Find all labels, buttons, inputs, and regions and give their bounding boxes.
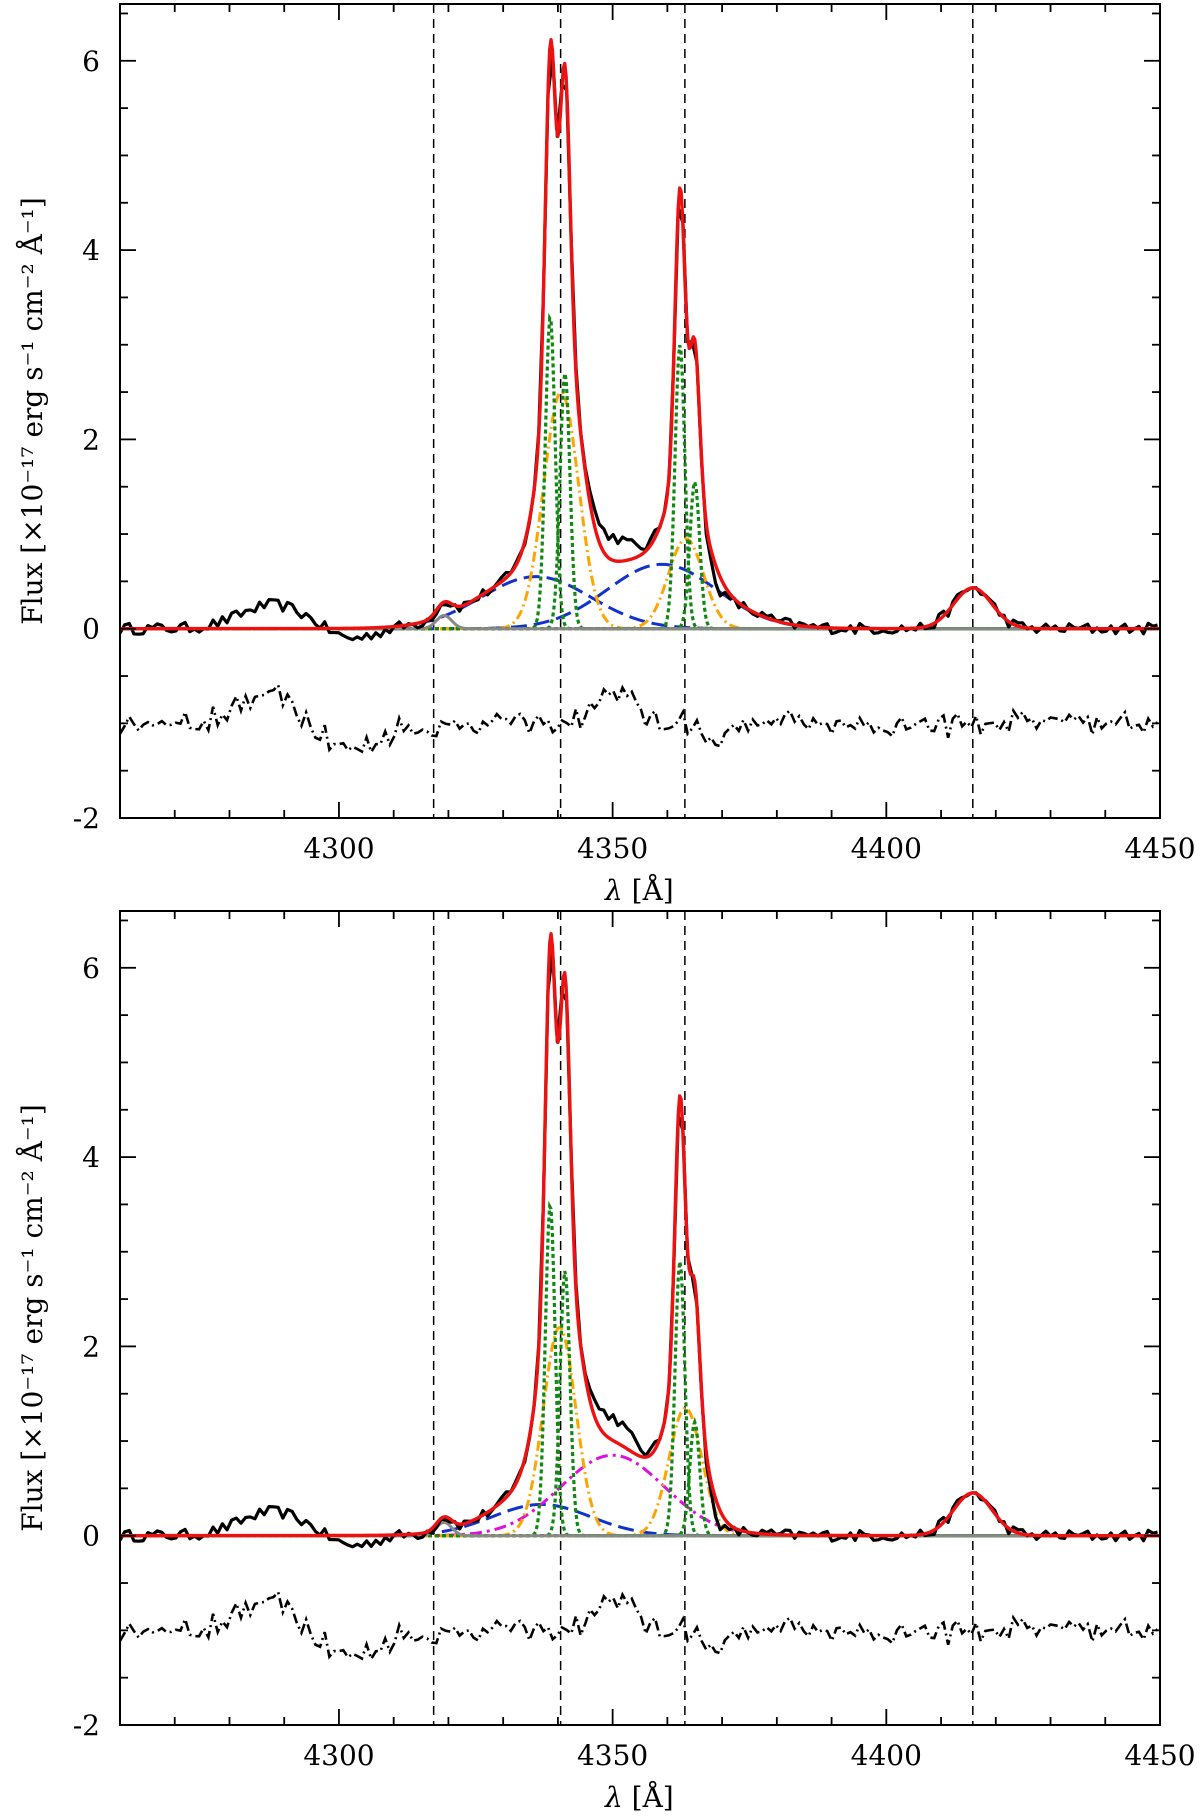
y-tick-label: 6	[82, 952, 100, 985]
x-axis-unit: [Å]	[632, 1781, 674, 1814]
y-tick-label: 0	[82, 613, 100, 646]
narrow-component	[120, 1200, 1160, 1538]
top-panel: 4300 4350 4400 4450 -2 0 2 4 6 λ [Å] Flux [×10⁻¹⁷ …	[16, 3, 1196, 907]
narrow-component	[120, 1261, 1160, 1538]
y-tick-label: 4	[82, 1141, 100, 1174]
narrow-component	[120, 1416, 1160, 1538]
total-fit	[120, 37, 1160, 631]
observed-spectrum	[120, 54, 1158, 642]
y-tick-label: 0	[82, 1520, 100, 1553]
intermediate-component	[120, 1325, 1160, 1538]
x-tick-label: 4300	[303, 1739, 374, 1772]
y-tick-label: 2	[82, 423, 100, 456]
x-tick-label: 4450	[1124, 832, 1195, 865]
narrow-component	[120, 312, 1160, 631]
narrow-component	[120, 1270, 1160, 1538]
x-axis-symbol: λ	[604, 1781, 632, 1814]
y-tick-label: -2	[73, 1709, 100, 1742]
narrow-component	[120, 344, 1160, 631]
narrow-component	[120, 373, 1160, 631]
y-axis-title: Flux [×10⁻¹⁷ erg s⁻¹ cm⁻² Å⁻¹]	[16, 1104, 49, 1532]
plot-area	[120, 4, 1160, 818]
intermediate-component	[120, 537, 1160, 631]
x-tick-label: 4350	[577, 1739, 648, 1772]
plot-frame	[119, 910, 1161, 1726]
intermediate-component	[120, 390, 1160, 631]
y-tick-label: 6	[82, 45, 100, 78]
y-tick-label: -2	[73, 802, 100, 835]
intermediate-component	[120, 1406, 1160, 1538]
broad-component	[120, 575, 1160, 631]
plot-frame	[119, 3, 1161, 819]
y-axis-title: Flux [×10⁻¹⁷ erg s⁻¹ cm⁻² Å⁻¹]	[16, 197, 49, 625]
total-fit	[120, 931, 1160, 1538]
x-axis-title: λ [Å]	[604, 874, 674, 907]
y-tick-label: 2	[82, 1330, 100, 1363]
y-tick-label: 4	[82, 234, 100, 267]
x-tick-label: 4300	[303, 832, 374, 865]
x-tick-label: 4350	[577, 832, 648, 865]
observed-spectrum	[120, 950, 1158, 1549]
bottom-panel: 4300 4350 4400 4450 -2 0 2 4 6 λ [Å] Flux [×10⁻¹⁷ …	[16, 910, 1196, 1814]
plot-area	[120, 911, 1160, 1725]
x-tick-label: 4400	[851, 832, 922, 865]
residual-series	[120, 682, 1159, 756]
x-axis-symbol: λ	[604, 874, 632, 907]
x-axis-unit: [Å]	[632, 874, 674, 907]
x-axis-title: λ [Å]	[604, 1781, 674, 1814]
x-tick-label: 4450	[1124, 1739, 1195, 1772]
x-tick-label: 4400	[851, 1739, 922, 1772]
residual-series	[120, 1589, 1159, 1663]
